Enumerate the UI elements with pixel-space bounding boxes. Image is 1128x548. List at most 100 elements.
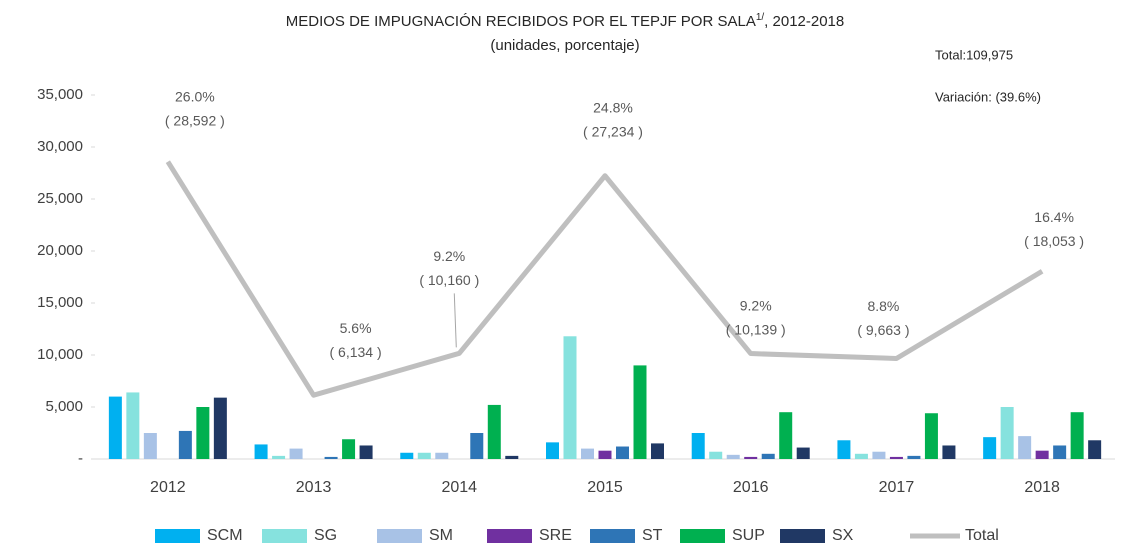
data-label: ( 9,663 ) — [857, 322, 909, 338]
bar — [907, 455, 921, 459]
x-tick-label: 2012 — [150, 479, 186, 496]
title-note: 1/ — [756, 12, 765, 23]
share-label: 16.4% — [1034, 209, 1074, 225]
bar — [546, 442, 559, 459]
share-label: 5.6% — [340, 320, 372, 336]
bar — [1018, 436, 1032, 459]
title-end: , 2012-2018 — [764, 13, 844, 30]
legend-label: SG — [314, 527, 337, 543]
x-tick-label: 2017 — [879, 479, 915, 496]
y-tick-label: 30,000 — [37, 138, 83, 155]
bar — [324, 456, 338, 459]
legend-swatch — [155, 529, 200, 543]
bar — [143, 433, 157, 459]
y-tick-label: 20,000 — [37, 242, 83, 259]
legend-label: ST — [642, 527, 663, 543]
data-label: ( 27,234 ) — [583, 123, 643, 139]
chart-subtitle: (unidades, porcentaje) — [490, 37, 639, 54]
bar — [1035, 450, 1049, 459]
legend-label: SCM — [207, 527, 243, 543]
annotation: Variación: (39.6%) — [935, 89, 1041, 104]
x-tick-label: 2016 — [733, 479, 769, 496]
x-tick-label: 2018 — [1024, 479, 1060, 496]
legend-swatch — [487, 529, 532, 543]
data-label: ( 6,134 ) — [330, 344, 382, 360]
bar — [837, 440, 851, 459]
line — [165, 160, 1044, 398]
bar — [435, 452, 449, 459]
x-tick-label: 2013 — [296, 479, 332, 496]
legend-swatch — [780, 529, 825, 543]
bar — [983, 437, 997, 459]
bar — [470, 433, 484, 459]
share-label: 9.2% — [740, 297, 772, 313]
bar — [1053, 445, 1067, 459]
y-tick-label: 25,000 — [37, 190, 83, 207]
bar — [761, 453, 775, 459]
chart-title: MEDIOS DE IMPUGNACIÓN RECIBIDOS POR EL T… — [286, 12, 845, 30]
legend-label: SRE — [539, 527, 572, 543]
legend-swatch — [377, 529, 422, 543]
data-label: ( 10,139 ) — [726, 321, 786, 337]
bar — [400, 452, 414, 459]
bar — [563, 336, 577, 459]
share-label: 24.8% — [593, 99, 633, 115]
legend-swatch — [262, 529, 307, 543]
y-tick-label: - — [78, 450, 83, 467]
bar — [726, 454, 740, 459]
bar — [779, 412, 793, 459]
data-label: ( 18,053 ) — [1024, 233, 1084, 249]
bar — [581, 448, 594, 459]
legend-label: SX — [832, 527, 854, 543]
bar — [633, 365, 647, 459]
bar — [616, 446, 629, 459]
bar — [126, 392, 140, 459]
y-tick-label: 5,000 — [45, 398, 83, 415]
bar — [487, 404, 501, 459]
share-label: 26.0% — [175, 88, 215, 104]
bar — [744, 456, 758, 459]
share-label: 8.8% — [867, 298, 899, 314]
bar — [417, 452, 431, 459]
legend-label: SM — [429, 527, 453, 543]
bar — [342, 439, 356, 459]
legend-label: Total — [965, 527, 999, 543]
share-label: 9.2% — [433, 248, 465, 264]
bar — [359, 445, 373, 459]
bar — [108, 396, 122, 459]
bar — [942, 445, 956, 459]
bar — [505, 455, 519, 459]
bar — [1000, 407, 1014, 459]
bar — [889, 456, 903, 459]
x-tick-label: 2014 — [441, 479, 477, 496]
data-label: ( 10,160 ) — [419, 272, 479, 288]
bar — [854, 453, 868, 459]
y-tick-label: 10,000 — [37, 346, 83, 363]
bar — [691, 433, 705, 459]
bar — [1070, 412, 1084, 459]
bar — [651, 443, 664, 459]
data-label: ( 28,592 ) — [165, 112, 225, 128]
legend-label: SUP — [732, 527, 765, 543]
bar — [196, 407, 210, 459]
bar — [796, 447, 810, 459]
y-tick-label: 35,000 — [37, 86, 83, 103]
leader-line — [453, 293, 457, 348]
bar — [924, 413, 938, 459]
bar — [598, 450, 612, 459]
title-main: MEDIOS DE IMPUGNACIÓN RECIBIDOS POR EL T… — [286, 13, 756, 30]
legend-swatch — [680, 529, 725, 543]
bar — [272, 455, 286, 459]
y-tick-label: 15,000 — [37, 294, 83, 311]
bar — [872, 451, 886, 459]
bar — [213, 397, 227, 459]
annotation: Total:109,975 — [935, 47, 1013, 62]
x-tick-label: 2015 — [587, 479, 623, 496]
bar — [254, 444, 268, 459]
bar — [709, 451, 723, 459]
legend-swatch — [590, 529, 635, 543]
bar — [1088, 440, 1102, 459]
bar — [178, 430, 192, 459]
bar — [289, 448, 303, 459]
